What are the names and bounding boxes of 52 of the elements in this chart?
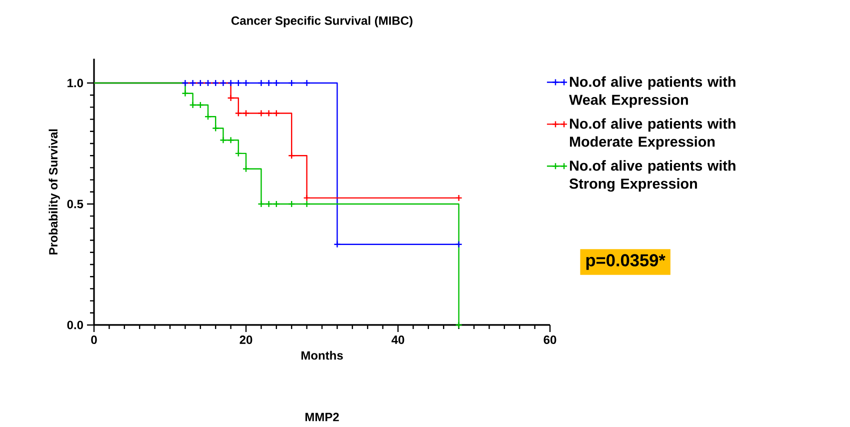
point: [265, 110, 272, 117]
point: [265, 79, 272, 87]
point: [196, 101, 204, 109]
point: [258, 79, 265, 87]
point: [189, 101, 196, 109]
point: [272, 110, 280, 117]
y-tick-label: 0.0: [67, 320, 83, 330]
point: [212, 79, 220, 87]
point: [220, 136, 227, 144]
point: [242, 165, 250, 172]
point: [204, 113, 212, 120]
x-tick-label: 20: [240, 336, 252, 344]
point: [242, 110, 250, 117]
point: [212, 124, 220, 132]
point: [288, 200, 296, 208]
x-axis-title: Months: [301, 350, 343, 360]
y-tick-label: 1.0: [68, 78, 83, 88]
point: [227, 136, 234, 144]
point: [182, 90, 189, 97]
point: [258, 200, 265, 208]
legend-label: No.of alive patients with Weak Expression: [569, 76, 736, 108]
point: [204, 79, 212, 87]
point: [242, 79, 250, 87]
legend-label: No.of alive patients with Moderate Expression: [570, 118, 736, 150]
point: [258, 110, 265, 117]
point: [265, 200, 272, 208]
chart-title: Cancer Specific Survival (MIBC): [231, 16, 412, 28]
x-tick-label: 40: [392, 336, 404, 344]
point: [227, 79, 234, 87]
x-tick-label: 0: [91, 336, 97, 344]
text: p=0.0359*: [586, 254, 666, 270]
point: [196, 79, 204, 87]
point: [220, 79, 227, 87]
point: [303, 194, 310, 202]
point: [303, 79, 310, 87]
point: [227, 94, 234, 102]
x-tick-label: 60: [544, 336, 556, 344]
point: [234, 110, 242, 117]
text: MMP2: [305, 412, 339, 422]
point: [288, 152, 296, 160]
point: [182, 79, 189, 87]
y-tick-label: 0.5: [67, 200, 84, 208]
y-axis-title: Probability of Survival: [48, 129, 60, 254]
point: [189, 79, 196, 87]
point: [272, 79, 280, 87]
point: [334, 240, 341, 248]
point: [272, 200, 280, 208]
point: [303, 200, 310, 208]
legend-label: No.of alive patients with Strong Expression: [569, 160, 736, 192]
point: [288, 79, 296, 87]
point: [234, 79, 242, 87]
point: [234, 150, 242, 158]
